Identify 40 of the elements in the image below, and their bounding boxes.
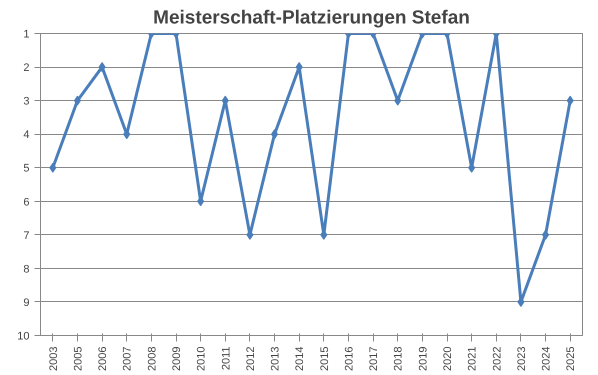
x-tick-label: 2007 bbox=[122, 346, 134, 371]
point bbox=[566, 96, 574, 106]
x-tick-label: 2022 bbox=[491, 346, 504, 371]
x-tick-label: 2016 bbox=[343, 346, 356, 371]
x-tick-label: 2009 bbox=[171, 346, 183, 371]
x-tick-label: 2024 bbox=[540, 346, 553, 371]
x-tick-label: 2017 bbox=[368, 346, 380, 371]
x-tick-label: 2013 bbox=[270, 346, 282, 371]
x-tick-label: 2003 bbox=[48, 346, 60, 371]
x-tick-label: 2008 bbox=[146, 346, 158, 371]
y-tick-label: 1 bbox=[23, 28, 30, 40]
point bbox=[49, 162, 56, 173]
point bbox=[98, 62, 106, 72]
y-tick-label: 4 bbox=[23, 129, 30, 142]
x-tick-label: 2019 bbox=[417, 346, 430, 371]
point bbox=[542, 230, 550, 240]
x-tick-label: 2011 bbox=[220, 346, 232, 370]
y-tick-label: 9 bbox=[23, 296, 30, 309]
y-tick-label: 2 bbox=[23, 62, 30, 74]
x-tick-label: 2010 bbox=[196, 346, 208, 371]
x-tick-label: 2006 bbox=[97, 346, 110, 371]
y-tick-label: 6 bbox=[23, 196, 30, 208]
point bbox=[394, 96, 402, 106]
y-tick-label: 7 bbox=[23, 230, 30, 242]
x-tick-label: 2012 bbox=[244, 346, 257, 371]
point bbox=[74, 96, 81, 106]
y-tick-label: 5 bbox=[23, 162, 30, 175]
x-tick-label: 2014 bbox=[294, 346, 306, 371]
y-tick-label: 10 bbox=[17, 330, 30, 342]
x-tick-label: 2015 bbox=[318, 346, 331, 371]
x-tick-label: 2025 bbox=[565, 346, 578, 371]
x-tick-label: 2023 bbox=[516, 346, 528, 371]
x-tick-label: 2018 bbox=[392, 346, 405, 371]
y-tick-label: 8 bbox=[23, 263, 30, 276]
chart-title: Meisterschaft-Platzierungen Stefan bbox=[153, 8, 470, 28]
x-tick-label: 2021 bbox=[466, 346, 479, 371]
y-tick-label: 3 bbox=[23, 96, 30, 108]
point bbox=[271, 129, 278, 140]
x-tick-label: 2020 bbox=[442, 346, 454, 371]
x-tick-label: 2005 bbox=[72, 346, 84, 371]
